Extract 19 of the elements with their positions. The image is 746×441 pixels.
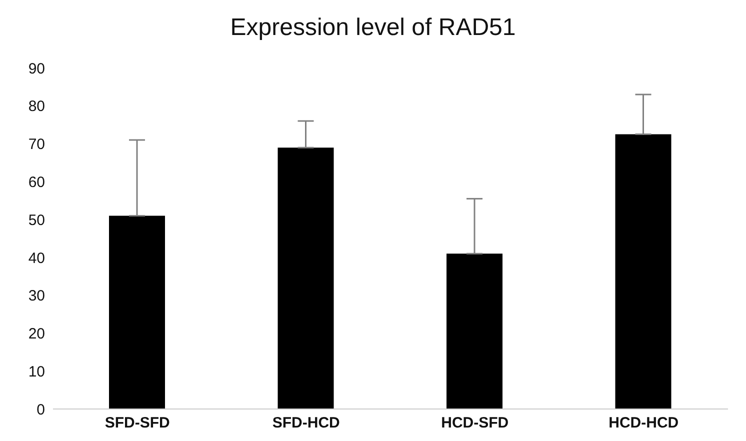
y-tick-label: 30 [28,288,45,305]
y-tick-label: 60 [28,174,45,191]
x-tick-label: HCD-HCD [608,414,679,432]
x-tick-label: SFD-HCD [272,414,340,432]
bar [446,254,502,409]
x-tick-label: HCD-SFD [441,414,509,432]
y-tick-label: 0 [36,401,45,418]
y-tick-label: 90 [28,60,45,78]
x-tick-label: SFD-SFD [104,414,170,432]
y-tick-label: 20 [28,326,45,343]
y-tick-label: 50 [28,212,45,229]
bar [615,134,672,409]
y-tick-label: 10 [28,363,45,380]
y-tick-label: 70 [28,136,45,154]
chart-title: Expression level of RAD51 [229,13,517,43]
y-tick-label: 40 [28,250,45,267]
bar [278,148,334,409]
bar [109,216,165,409]
y-tick-label: 80 [28,98,45,116]
